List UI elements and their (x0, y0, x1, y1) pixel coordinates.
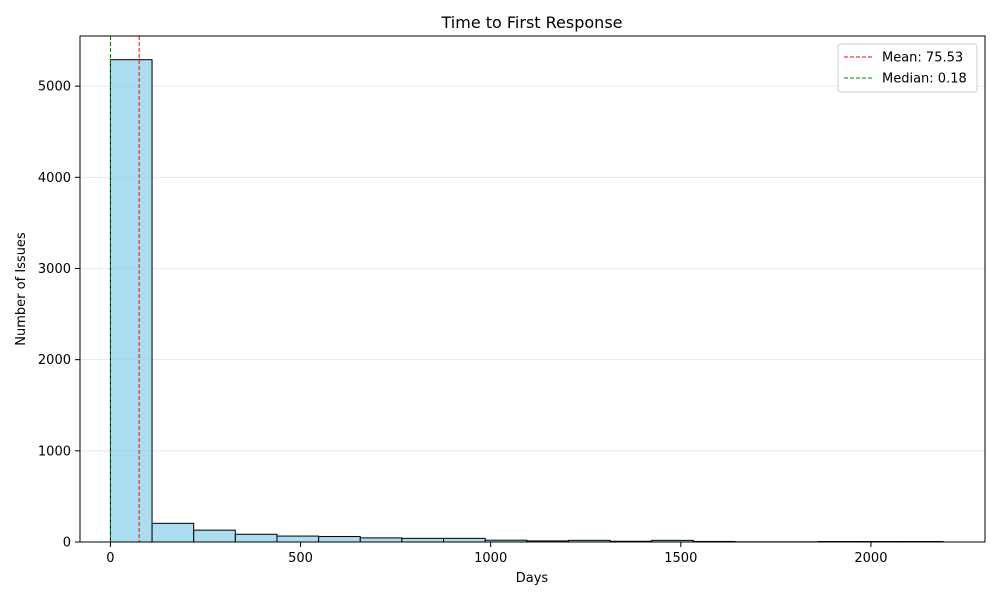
legend: Mean: 75.53 Median: 0.18 (837, 43, 978, 93)
histogram-bar (276, 535, 320, 543)
x-tick-label: 1500 (664, 551, 697, 566)
x-tick-label: 2000 (854, 551, 887, 566)
plot-area-frame (79, 35, 986, 543)
x-axis-label: Days (516, 571, 549, 586)
x-tick-label: 0 (106, 551, 114, 566)
y-axis-ticks: 0 1000 2000 3000 4000 5000 (38, 80, 80, 551)
x-axis-ticks: 0 500 1000 1500 2000 (106, 542, 887, 566)
legend-label: Median: 0.18 (882, 72, 967, 87)
histogram-bar (401, 537, 445, 543)
chart-title: Time to First Response (441, 13, 623, 32)
histogram-bar (151, 522, 195, 543)
reference-lines (109, 36, 140, 542)
grid-lines (80, 85, 985, 543)
y-tick-label: 2000 (38, 353, 71, 368)
x-tick-label: 500 (288, 551, 313, 566)
histogram-bar (109, 59, 153, 543)
y-tick-label: 5000 (38, 80, 71, 95)
x-tick-label: 1000 (474, 551, 507, 566)
y-tick-label: 0 (63, 536, 71, 551)
y-axis-label: Number of Issues (14, 232, 29, 346)
histogram-bar (234, 533, 278, 543)
histogram-bar (359, 537, 403, 543)
y-tick-label: 4000 (38, 171, 71, 186)
y-tick-label: 1000 (38, 444, 71, 459)
legend-label: Mean: 75.53 (882, 51, 963, 66)
histogram-bar (443, 537, 486, 543)
histogram-bars (109, 59, 944, 543)
histogram-bar (318, 536, 361, 543)
legend-box (837, 43, 978, 93)
y-tick-label: 3000 (38, 262, 71, 277)
histogram-bar (193, 529, 236, 543)
